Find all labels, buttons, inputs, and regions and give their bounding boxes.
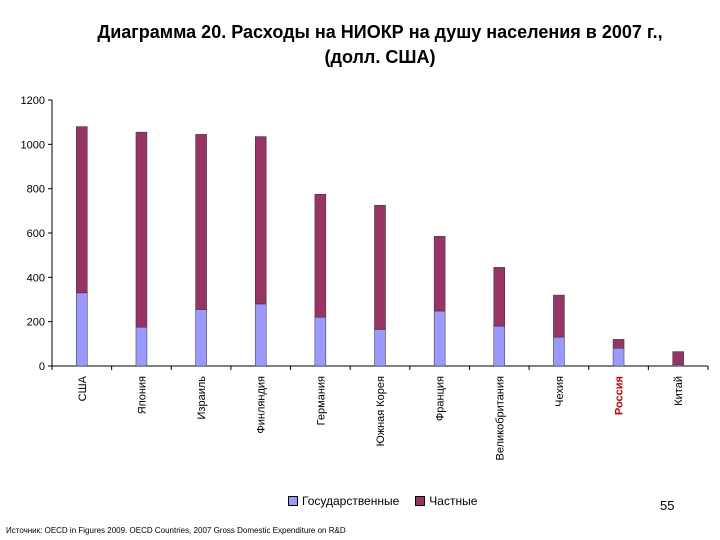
bar-private (135, 131, 148, 328)
chart-title-line2: (долл. США) (324, 47, 436, 67)
bar-private (672, 351, 684, 366)
bar-government (135, 326, 148, 367)
chart-title: Диаграмма 20. Расходы на НИОКР на душу н… (40, 20, 720, 70)
x-tick-label: Южная Корея (375, 376, 387, 446)
bar-government (493, 325, 506, 367)
y-tick-label: 400 (27, 272, 45, 284)
bar-private (314, 193, 327, 318)
x-tick-label: Финляндия (256, 376, 268, 434)
x-tick-label: Германия (315, 376, 327, 425)
bar-government (612, 348, 625, 367)
page-number: 55 (660, 498, 675, 513)
x-tick-label: Чехия (554, 376, 566, 407)
legend-label-government: Государственные (302, 494, 400, 508)
x-tick-label: Китай (673, 376, 685, 406)
x-tick-label: США (77, 375, 89, 401)
bar-government (374, 329, 386, 367)
y-tick-label: 0 (39, 361, 45, 373)
bar-government (195, 309, 207, 367)
y-tick-label: 800 (27, 184, 45, 196)
x-tick-label: Израиль (196, 376, 208, 420)
x-tick-label: Великобритания (494, 376, 506, 461)
bar-government (433, 310, 446, 367)
bar-government (553, 336, 565, 367)
bar-private (195, 134, 207, 310)
bar-private (493, 267, 506, 327)
chart-title-line1: Диаграмма 20. Расходы на НИОКР на душу н… (97, 22, 663, 42)
bar-private (433, 236, 446, 312)
bar-private (374, 205, 386, 330)
x-tick-label: Франция (435, 376, 447, 421)
legend-label-private: Частные (429, 494, 478, 508)
bar-government (76, 292, 88, 367)
x-tick-label: Япония (136, 376, 148, 414)
bar-government (314, 316, 327, 367)
legend-swatch-government (288, 496, 298, 506)
bar-private (76, 126, 88, 294)
bar-private (254, 136, 267, 305)
y-tick-label: 200 (27, 317, 45, 329)
source-note: Источник: OECD in Figures 2009. OECD Cou… (6, 526, 346, 535)
y-tick-label: 1200 (21, 95, 45, 107)
y-tick-label: 1000 (21, 139, 45, 151)
x-tick-label: Россия (614, 376, 626, 415)
legend-swatch-private (415, 496, 426, 506)
legend-item-private: Частные (415, 494, 477, 508)
bar-government (254, 303, 267, 367)
bar-private (612, 339, 625, 349)
legend-item-government: Государственные (288, 494, 399, 508)
y-tick-label: 600 (27, 228, 45, 240)
bar-private (553, 294, 565, 338)
chart-legend: Государственные Частные (288, 494, 477, 508)
